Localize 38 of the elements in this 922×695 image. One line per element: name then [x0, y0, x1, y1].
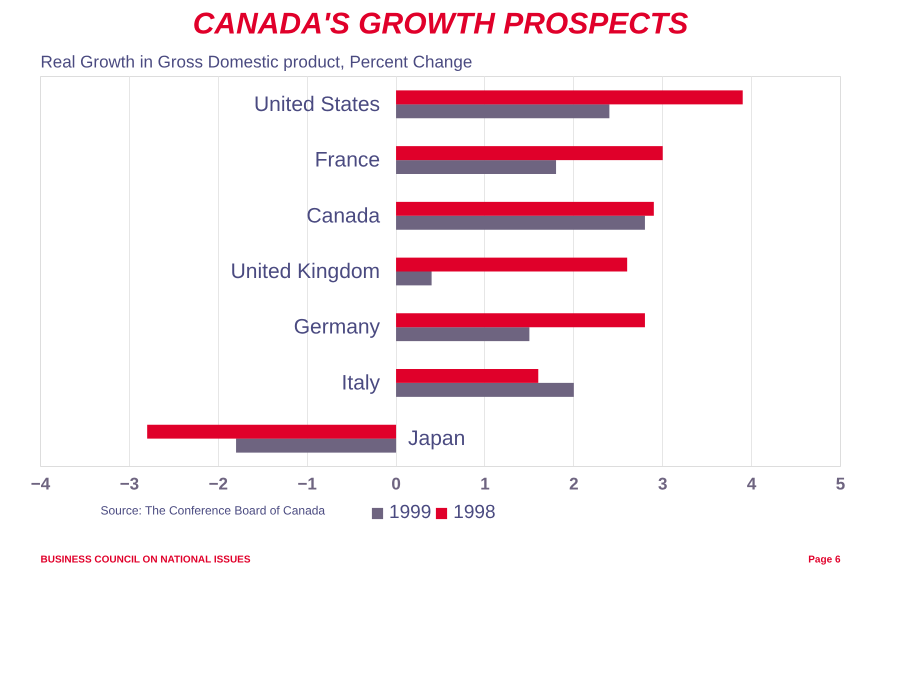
- x-tick-label: 5: [836, 474, 846, 494]
- bar: [396, 90, 743, 104]
- chart-title: CANADA'S GROWTH PROSPECTS: [192, 8, 688, 40]
- y-tick-label: Japan: [408, 427, 466, 450]
- x-tick-label: −3: [120, 474, 140, 494]
- chart-subtitle: Real Growth in Gross Domestic product, Percent Change: [40, 52, 472, 72]
- y-tick-label: United Kingdom: [230, 260, 380, 283]
- bar: [396, 258, 628, 272]
- x-tick-label: 2: [569, 474, 579, 494]
- y-tick-label: Germany: [294, 316, 381, 339]
- bar: [396, 160, 556, 174]
- bar: [396, 327, 530, 342]
- x-tick-label: 3: [658, 474, 668, 494]
- x-tick-label: −1: [297, 474, 317, 494]
- x-tick-label: −4: [30, 474, 51, 494]
- bar: [396, 313, 645, 328]
- text: BUSINESS COUNCIL ON NATIONAL ISSUES: [40, 554, 251, 566]
- text: Page 6: [808, 554, 841, 566]
- y-tick-label: Italy: [342, 371, 381, 394]
- x-tick-label: −2: [208, 474, 228, 494]
- bar: [396, 146, 663, 160]
- bar: [396, 272, 432, 286]
- x-tick-label: 1: [480, 474, 490, 494]
- bar: [396, 369, 538, 383]
- source-note: Source: The Conference Board of Canada: [100, 504, 326, 518]
- bar: [396, 104, 610, 118]
- bar: [396, 382, 574, 397]
- y-tick-label: France: [314, 148, 380, 172]
- y-tick-label: Canada: [306, 204, 380, 228]
- bar: [396, 202, 654, 216]
- legend-label: 1999: [389, 502, 432, 524]
- bar: [396, 216, 645, 230]
- legend-label: 1998: [453, 502, 496, 524]
- bar: [236, 438, 396, 453]
- bar: [147, 424, 396, 439]
- y-tick-label: United States: [254, 92, 380, 116]
- x-tick-label: 0: [391, 474, 401, 494]
- x-tick-label: 4: [746, 474, 757, 494]
